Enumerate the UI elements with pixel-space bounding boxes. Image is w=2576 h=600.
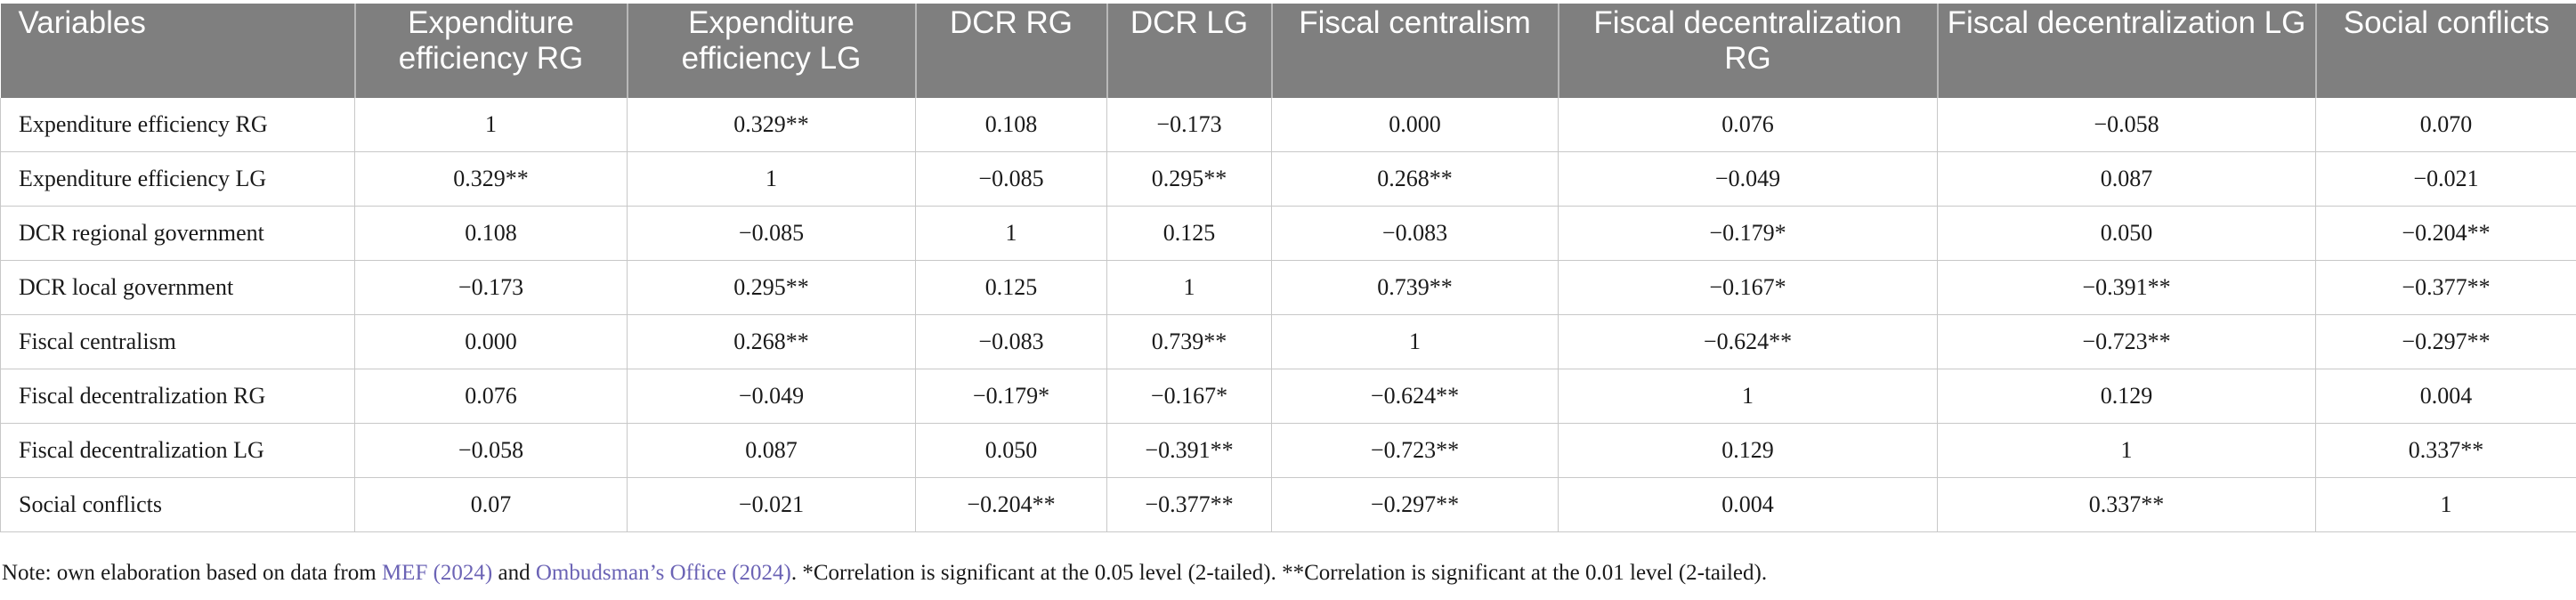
table-cell: −0.179* xyxy=(915,369,1107,424)
table-row: Fiscal decentralization RG 0.076 −0.049 … xyxy=(0,369,2576,424)
table-cell: −0.021 xyxy=(2315,151,2576,207)
table-cell: −0.377** xyxy=(2315,260,2576,315)
table-cell: −0.377** xyxy=(1106,477,1272,532)
table-row: Fiscal centralism 0.000 0.268** −0.083 0… xyxy=(0,314,2576,369)
table-cell: 0.108 xyxy=(915,98,1107,152)
table-row: DCR regional government 0.108 −0.085 1 0… xyxy=(0,206,2576,261)
column-header-fiscal-decentralization-lg: Fiscal decentralization LG xyxy=(1936,4,2316,98)
table-cell: 0.337** xyxy=(2315,423,2576,478)
table-cell: 0.739** xyxy=(1271,260,1559,315)
citation-link-mef[interactable]: MEF (2024) xyxy=(381,561,493,585)
table-cell: 1 xyxy=(627,151,916,207)
table-row: Expenditure efficiency RG 1 0.329** 0.10… xyxy=(0,98,2576,152)
column-header-social-conflicts: Social conflicts xyxy=(2314,4,2576,98)
table-cell: 0.108 xyxy=(354,206,628,261)
table-cell: −0.058 xyxy=(1937,98,2316,152)
table-cell: 0.004 xyxy=(1558,477,1938,532)
table-cell: 0.07 xyxy=(354,477,628,532)
table-cell: −0.624** xyxy=(1558,314,1938,369)
table-row: Expenditure efficiency LG 0.329** 1 −0.0… xyxy=(0,151,2576,207)
table-cell: 0.000 xyxy=(354,314,628,369)
table-cell: −0.167* xyxy=(1106,369,1272,424)
table-cell: 0.337** xyxy=(1937,477,2316,532)
column-header-variables: Variables xyxy=(0,4,355,98)
table-row: Social conflicts 0.07 −0.021 −0.204** −0… xyxy=(0,477,2576,532)
row-label: Expenditure efficiency RG xyxy=(0,98,355,152)
footnote-prefix: Note: own elaboration based on data from xyxy=(2,561,382,585)
table-cell: 0.087 xyxy=(1937,151,2316,207)
column-header-fiscal-centralism: Fiscal centralism xyxy=(1270,4,1559,98)
table-cell: 0.087 xyxy=(627,423,916,478)
table-cell: −0.085 xyxy=(627,206,916,261)
table-cell: 0.268** xyxy=(627,314,916,369)
table-cell: 1 xyxy=(915,206,1107,261)
table-cell: −0.083 xyxy=(915,314,1107,369)
table-cell: 0.125 xyxy=(915,260,1107,315)
table-cell: 0.000 xyxy=(1271,98,1559,152)
footnote-conjunction: and xyxy=(492,561,536,585)
table-cell: 1 xyxy=(1106,260,1272,315)
row-label: Expenditure efficiency LG xyxy=(0,151,355,207)
table-cell: −0.204** xyxy=(2315,206,2576,261)
table-cell: −0.021 xyxy=(627,477,916,532)
table-cell: −0.723** xyxy=(1271,423,1559,478)
header-row: Variables Expenditure efficiency RG Expe… xyxy=(0,4,2576,98)
table-cell: −0.173 xyxy=(354,260,628,315)
table-cell: −0.391** xyxy=(1937,260,2316,315)
table-cell: −0.723** xyxy=(1937,314,2316,369)
table-cell: 0.076 xyxy=(354,369,628,424)
row-label: Fiscal centralism xyxy=(0,314,355,369)
table-cell: 0.129 xyxy=(1558,423,1938,478)
column-header-dcr-rg: DCR RG xyxy=(914,4,1107,98)
table-cell: −0.049 xyxy=(1558,151,1938,207)
table-cell: 0.739** xyxy=(1106,314,1272,369)
table-cell: 0.125 xyxy=(1106,206,1272,261)
table-cell: 1 xyxy=(1558,369,1938,424)
correlation-table: Variables Expenditure efficiency RG Expe… xyxy=(0,4,2576,532)
table-cell: 0.050 xyxy=(915,423,1107,478)
table-cell: 0.295** xyxy=(1106,151,1272,207)
table-cell: −0.058 xyxy=(354,423,628,478)
table-row: DCR local government −0.173 0.295** 0.12… xyxy=(0,260,2576,315)
table-cell: −0.204** xyxy=(915,477,1107,532)
table-cell: 0.129 xyxy=(1937,369,2316,424)
footnote-significance-text: . *Correlation is significant at the 0.0… xyxy=(790,561,1768,585)
table-row: Fiscal decentralization LG −0.058 0.087 … xyxy=(0,423,2576,478)
table-cell: 1 xyxy=(1271,314,1559,369)
table-cell: 1 xyxy=(354,98,628,152)
table-footnote: Note: own elaboration based on data from… xyxy=(2,561,1767,586)
citation-link-ombudsman[interactable]: Ombudsman’s Office (2024) xyxy=(535,561,791,585)
table-cell: 0.329** xyxy=(627,98,916,152)
row-label: Fiscal decentralization LG xyxy=(0,423,355,478)
table-cell: −0.624** xyxy=(1271,369,1559,424)
table-cell: 0.050 xyxy=(1937,206,2316,261)
row-label: DCR regional government xyxy=(0,206,355,261)
table-cell: −0.391** xyxy=(1106,423,1272,478)
table-cell: −0.083 xyxy=(1271,206,1559,261)
table-cell: 1 xyxy=(1937,423,2316,478)
table-cell: −0.085 xyxy=(915,151,1107,207)
column-header-expenditure-efficiency-rg: Expenditure efficiency RG xyxy=(353,4,628,98)
table-cell: −0.179* xyxy=(1558,206,1938,261)
table-cell: 0.070 xyxy=(2315,98,2576,152)
row-label: Fiscal decentralization RG xyxy=(0,369,355,424)
column-header-expenditure-efficiency-lg: Expenditure efficiency LG xyxy=(626,4,916,98)
table-cell: 1 xyxy=(2315,477,2576,532)
column-header-fiscal-decentralization-rg: Fiscal decentralization RG xyxy=(1557,4,1938,98)
correlation-table-container: Variables Expenditure efficiency RG Expe… xyxy=(0,4,2576,532)
table-cell: −0.049 xyxy=(627,369,916,424)
column-header-dcr-lg: DCR LG xyxy=(1106,4,1272,98)
table-cell: 0.268** xyxy=(1271,151,1559,207)
table-cell: 0.076 xyxy=(1558,98,1938,152)
table-cell: 0.329** xyxy=(354,151,628,207)
table-cell: −0.297** xyxy=(1271,477,1559,532)
table-cell: 0.295** xyxy=(627,260,916,315)
table-cell: −0.173 xyxy=(1106,98,1272,152)
row-label: Social conflicts xyxy=(0,477,355,532)
table-cell: 0.004 xyxy=(2315,369,2576,424)
table-cell: −0.167* xyxy=(1558,260,1938,315)
row-label: DCR local government xyxy=(0,260,355,315)
table-cell: −0.297** xyxy=(2315,314,2576,369)
